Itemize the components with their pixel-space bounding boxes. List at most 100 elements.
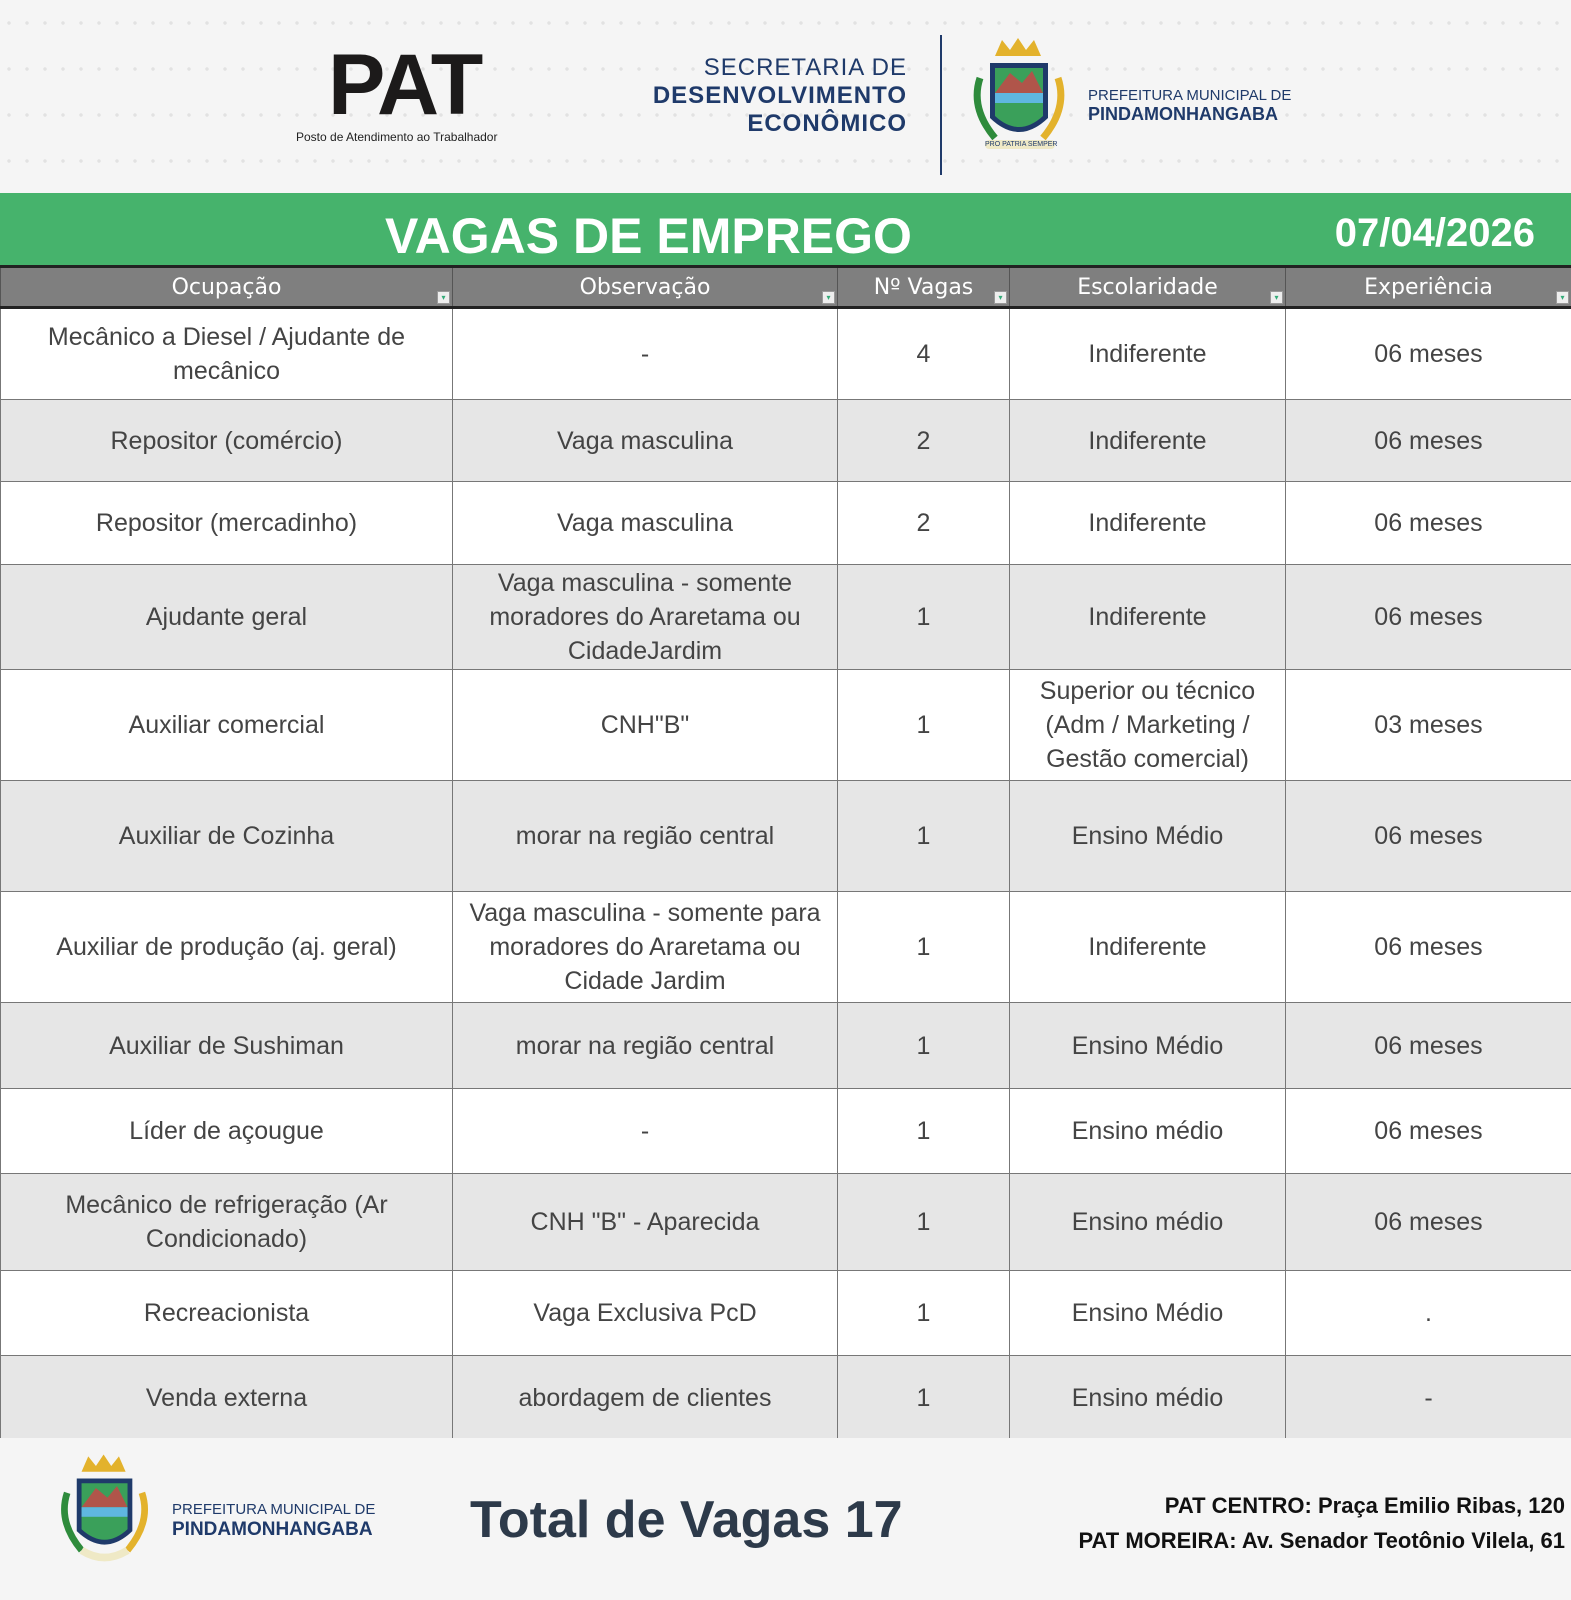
- column-header-label: Observação: [579, 274, 711, 300]
- column-header[interactable]: Observação ▾: [452, 265, 838, 309]
- table-row: Auxiliar de Cozinha morar na região centr…: [0, 780, 1571, 892]
- table-cell: 1: [837, 564, 1010, 670]
- table-row: Venda externa abordagem de clientes 1 Ensin…: [0, 1355, 1571, 1441]
- table-cell: Vaga masculina: [452, 481, 838, 565]
- table-cell: Venda externa: [0, 1355, 453, 1441]
- column-header[interactable]: Ocupação ▾: [0, 265, 453, 309]
- table-cell: .: [1285, 1270, 1571, 1356]
- column-header[interactable]: Experiência ▾: [1285, 265, 1571, 309]
- table-row: Mecânico a Diesel / Ajudante de mecânico…: [0, 307, 1571, 400]
- column-header-label: Escolaridade: [1077, 274, 1218, 300]
- crest-icon: [973, 38, 1065, 141]
- table-cell: Auxiliar de Cozinha: [0, 780, 453, 892]
- table-cell: 03 meses: [1285, 669, 1571, 781]
- prefeitura-logo: PREFEITURA MUNICIPAL DE PINDAMONHANGABA: [1088, 86, 1291, 124]
- table-cell: Vaga masculina - somente moradores do Ar…: [452, 564, 838, 670]
- column-header[interactable]: Escolaridade ▾: [1009, 265, 1286, 309]
- table-row: Recreacionista Vaga Exclusiva PcD 1 Ensino …: [0, 1270, 1571, 1356]
- table-cell: Líder de açougue: [0, 1088, 453, 1174]
- table-cell: Indiferente: [1009, 891, 1286, 1003]
- table-cell: morar na região central: [452, 1002, 838, 1089]
- table-cell: 06 meses: [1285, 481, 1571, 565]
- column-header-label: Experiência: [1364, 274, 1493, 300]
- table-row: Auxiliar de produção (aj. geral) Vaga mas…: [0, 891, 1571, 1003]
- table-cell: Ensino Médio: [1009, 1270, 1286, 1356]
- crest-motto: PRO PATRIA SEMPER: [985, 140, 1058, 149]
- table-cell: 2: [837, 481, 1010, 565]
- filter-dropdown-icon[interactable]: ▾: [1270, 291, 1283, 304]
- table-cell: CNH"B": [452, 669, 838, 781]
- table-cell: Ajudante geral: [0, 564, 453, 670]
- table-row: Auxiliar comercial CNH"B" 1 Superior ou téc…: [0, 669, 1571, 781]
- table-cell: 1: [837, 891, 1010, 1003]
- title-banner: VAGAS DE EMPREGO 07/04/2026: [0, 193, 1571, 265]
- table-cell: Ensino Médio: [1009, 780, 1286, 892]
- prefeitura-line1: PREFEITURA MUNICIPAL DE: [172, 1501, 376, 1518]
- table-cell: 06 meses: [1285, 399, 1571, 482]
- table-cell: Vaga masculina - somente para moradores …: [452, 891, 838, 1003]
- table-cell: 06 meses: [1285, 1173, 1571, 1271]
- secretaria-line3: ECONÔMICO: [747, 110, 907, 137]
- crest-icon: [61, 1454, 148, 1562]
- pat-subtitle: Posto de Atendimento ao Trabalhador: [296, 130, 498, 144]
- table-cell: CNH "B" - Aparecida: [452, 1173, 838, 1271]
- filter-dropdown-icon[interactable]: ▾: [822, 291, 835, 304]
- jobs-table: Ocupação ▾ Observação ▾ Nº Vagas ▾ Escolaridad…: [0, 265, 1571, 1441]
- table-row: Repositor (mercadinho) Vaga masculina 2 Ind…: [0, 481, 1571, 565]
- table-cell: Indiferente: [1009, 564, 1286, 670]
- date: 07/04/2026: [1334, 211, 1535, 255]
- table-cell: Ensino médio: [1009, 1088, 1286, 1174]
- footer: PREFEITURA MUNICIPAL DE PINDAMONHANGABA …: [0, 1438, 1571, 1600]
- table-cell: abordagem de clientes: [452, 1355, 838, 1441]
- divider: [940, 35, 942, 175]
- table-cell: Indiferente: [1009, 481, 1286, 565]
- table-cell: 06 meses: [1285, 1002, 1571, 1089]
- table-cell: 1: [837, 1002, 1010, 1089]
- address-centro: PAT CENTRO: Praça Emilio Ribas, 120: [1164, 1493, 1565, 1518]
- total-label: Total de Vagas: [470, 1491, 831, 1549]
- secretaria-logo: SECRETARIA DE DESENVOLVIMENTO ECONÔMICO: [653, 54, 907, 138]
- table-cell: Auxiliar comercial: [0, 669, 453, 781]
- table-cell: 1: [837, 780, 1010, 892]
- page-title: VAGAS DE EMPREGO: [385, 208, 912, 264]
- header: PAT Posto de Atendimento ao Trabalhador …: [0, 0, 1571, 193]
- table-cell: Mecânico a Diesel / Ajudante de mecânico: [0, 307, 453, 400]
- pat-logo: PAT: [328, 37, 483, 133]
- prefeitura-logo: PREFEITURA MUNICIPAL DE PINDAMONHANGABA: [172, 1500, 375, 1540]
- table-row: Líder de açougue -1 Ensino médio 06 meses: [0, 1088, 1571, 1174]
- secretaria-line1: SECRETARIA DE: [703, 54, 907, 81]
- table-cell: -: [452, 1088, 838, 1174]
- table-cell: Ensino médio: [1009, 1173, 1286, 1271]
- table-cell: Repositor (comércio): [0, 399, 453, 482]
- total-value: 17: [844, 1491, 903, 1549]
- table-cell: 4: [837, 307, 1010, 400]
- table-cell: 06 meses: [1285, 307, 1571, 400]
- table-cell: Ensino médio: [1009, 1355, 1286, 1441]
- table-cell: Auxiliar de produção (aj. geral): [0, 891, 453, 1003]
- table-cell: Auxiliar de Sushiman: [0, 1002, 453, 1089]
- table-cell: 1: [837, 1088, 1010, 1174]
- table-cell: 06 meses: [1285, 1088, 1571, 1174]
- table-cell: 06 meses: [1285, 780, 1571, 892]
- table-cell: 1: [837, 669, 1010, 781]
- table-cell: Indiferente: [1009, 307, 1286, 400]
- filter-dropdown-icon[interactable]: ▾: [994, 291, 1007, 304]
- table-cell: Superior ou técnico (Adm / Marketing / G…: [1009, 669, 1286, 781]
- total-vagas: Total de Vagas 17: [470, 1490, 903, 1550]
- table-row: Ajudante geral Vaga masculina - somente m…: [0, 564, 1571, 670]
- table-row: Auxiliar de Sushiman morar na região cent…: [0, 1002, 1571, 1089]
- table-row: Repositor (comércio) Vaga masculina 2 Indif…: [0, 399, 1571, 482]
- address-moreira: PAT MOREIRA: Av. Senador Teotônio Vilela…: [1078, 1528, 1565, 1553]
- table-cell: -: [1285, 1355, 1571, 1441]
- column-header[interactable]: Nº Vagas ▾: [837, 265, 1010, 309]
- watermark: [0, 0, 1571, 193]
- filter-dropdown-icon[interactable]: ▾: [437, 291, 450, 304]
- table-cell: Vaga masculina: [452, 399, 838, 482]
- table-cell: -: [452, 307, 838, 400]
- table-cell: 06 meses: [1285, 564, 1571, 670]
- table-cell: 1: [837, 1355, 1010, 1441]
- table-row: Mecânico de refrigeração (Ar Condicionad…: [0, 1173, 1571, 1271]
- table-cell: Vaga Exclusiva PcD: [452, 1270, 838, 1356]
- table-cell: 1: [837, 1173, 1010, 1271]
- filter-dropdown-icon[interactable]: ▾: [1556, 291, 1569, 304]
